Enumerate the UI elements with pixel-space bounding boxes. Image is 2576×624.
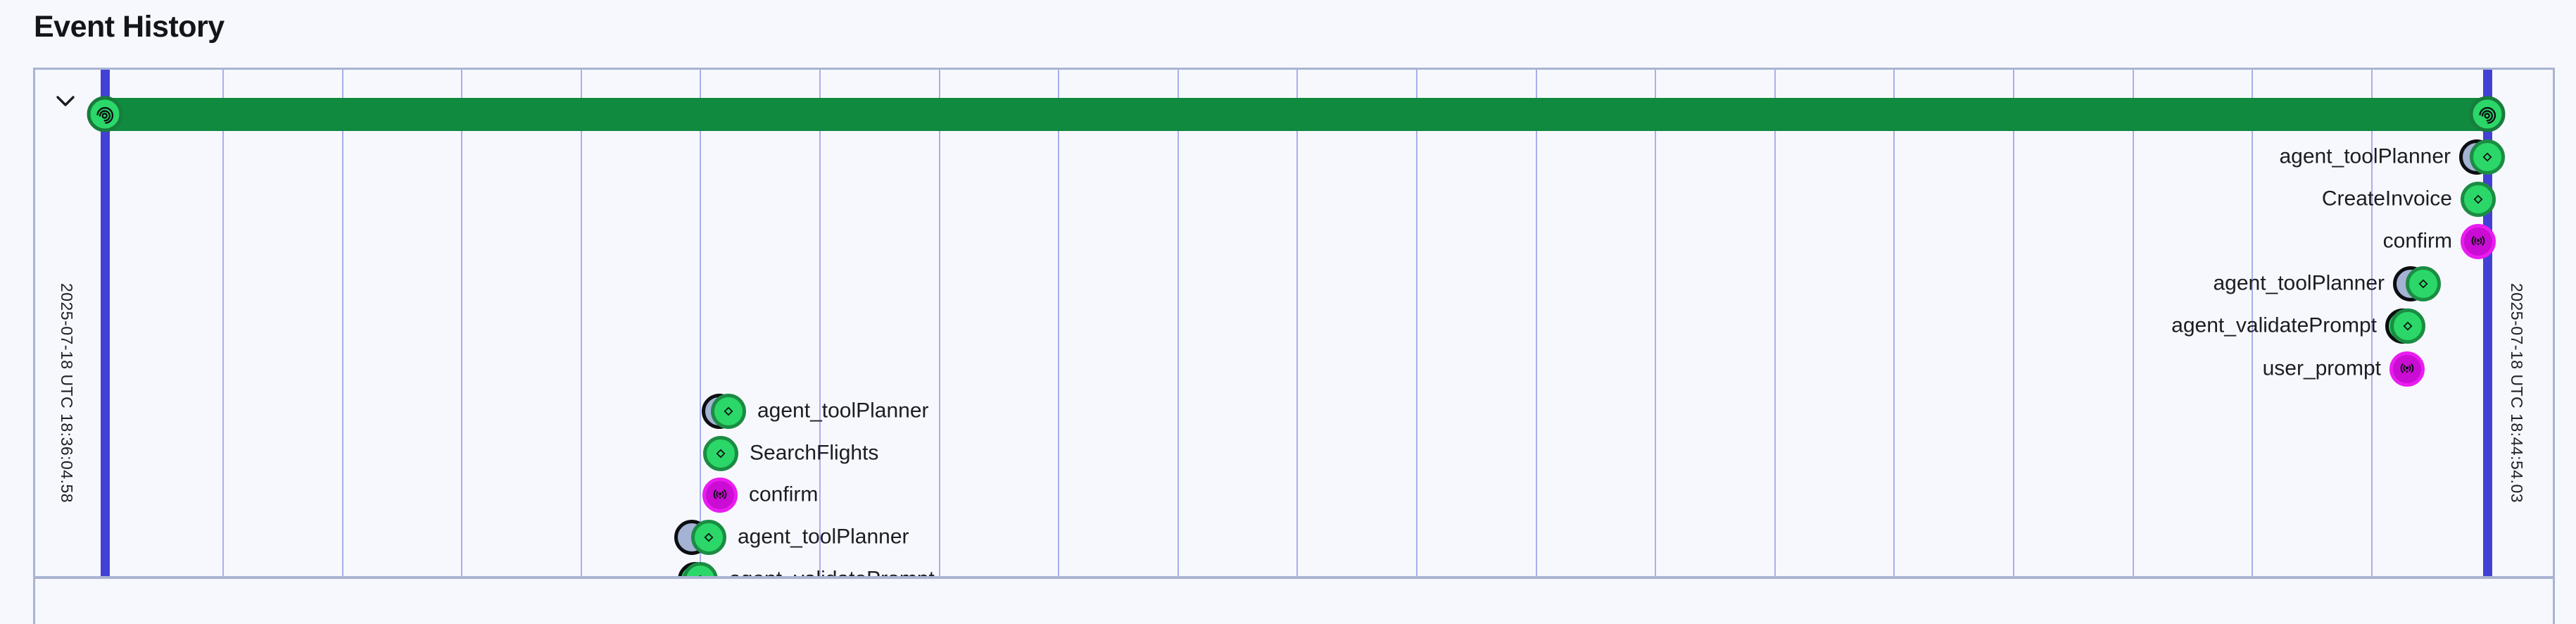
event-circle[interactable]: [2390, 308, 2425, 344]
page-title: Event History: [34, 10, 225, 44]
event-circle[interactable]: [2470, 139, 2505, 175]
gridline: [819, 70, 821, 576]
gridline: [1774, 70, 1776, 576]
page: { "page": { "title": "Event History", "b…: [0, 0, 2576, 609]
event-circle[interactable]: [691, 520, 726, 555]
event-circle[interactable]: [2406, 266, 2441, 301]
event-circle[interactable]: [2389, 351, 2425, 387]
gridline: [939, 70, 940, 576]
gridline: [700, 70, 701, 576]
gridline: [1655, 70, 1656, 576]
span-start-endpoint[interactable]: [87, 96, 123, 132]
diamond-icon: [2479, 149, 2496, 166]
diamond-icon: [2399, 318, 2416, 335]
gridline: [2013, 70, 2014, 576]
gridline: [1058, 70, 1059, 576]
event-history-panel: 2025-07-18 UTC 18:36:04.58 2025-07-18 UT…: [33, 68, 2555, 624]
diamond-icon: [712, 445, 729, 462]
event-circle[interactable]: [711, 394, 746, 429]
event-label: agent_toolPlanner: [738, 525, 909, 549]
event-label: confirm: [2383, 229, 2452, 253]
spiral-icon: [95, 104, 115, 124]
diamond-icon: [2470, 191, 2487, 208]
gridline: [461, 70, 462, 576]
span-end-endpoint[interactable]: [2470, 96, 2506, 132]
diamond-icon: [720, 403, 737, 420]
gridline: [1177, 70, 1179, 576]
chevron-down-icon: [54, 95, 77, 108]
event-label: agent_toolPlanner: [757, 399, 929, 423]
broadcast-icon: [2398, 360, 2416, 378]
gridline: [581, 70, 582, 576]
event-label: agent_toolPlanner: [2279, 144, 2451, 168]
diamond-icon: [2415, 275, 2432, 292]
event-label: agent_validatePrompt: [2171, 313, 2377, 337]
event-label: SearchFlights: [750, 441, 878, 465]
diamond-icon: [692, 571, 709, 576]
event-label: CreateInvoice: [2322, 187, 2452, 211]
panel-lower-section: [35, 579, 2553, 624]
event-label: agent_toolPlanner: [2213, 271, 2385, 295]
gridline: [1416, 70, 1418, 576]
gridline: [342, 70, 343, 576]
gridline: [2133, 70, 2134, 576]
gridline: [1893, 70, 1895, 576]
event-circle[interactable]: [2461, 182, 2496, 217]
broadcast-icon: [2469, 232, 2487, 251]
timeline-canvas: 2025-07-18 UTC 18:36:04.58 2025-07-18 UT…: [35, 70, 2553, 576]
event-circle[interactable]: [702, 478, 738, 513]
broadcast-icon: [711, 486, 729, 504]
event-circle[interactable]: [2461, 224, 2496, 259]
event-circle[interactable]: [703, 436, 738, 471]
start-timestamp: 2025-07-18 UTC 18:36:04.58: [57, 283, 76, 503]
event-label: confirm: [749, 482, 818, 506]
event-label: user_prompt: [2263, 356, 2381, 380]
gridline: [222, 70, 224, 576]
diamond-icon: [700, 529, 717, 546]
spiral-icon: [2477, 104, 2497, 124]
session-span-bar[interactable]: [105, 98, 2487, 131]
end-timestamp: 2025-07-18 UTC 18:44:54.03: [2507, 283, 2526, 503]
gridline: [1296, 70, 1298, 576]
gridline: [1536, 70, 1537, 576]
event-label: agent_validatePrompt: [729, 567, 935, 576]
start-marker-line: [101, 70, 110, 576]
collapse-toggle[interactable]: [51, 91, 80, 112]
